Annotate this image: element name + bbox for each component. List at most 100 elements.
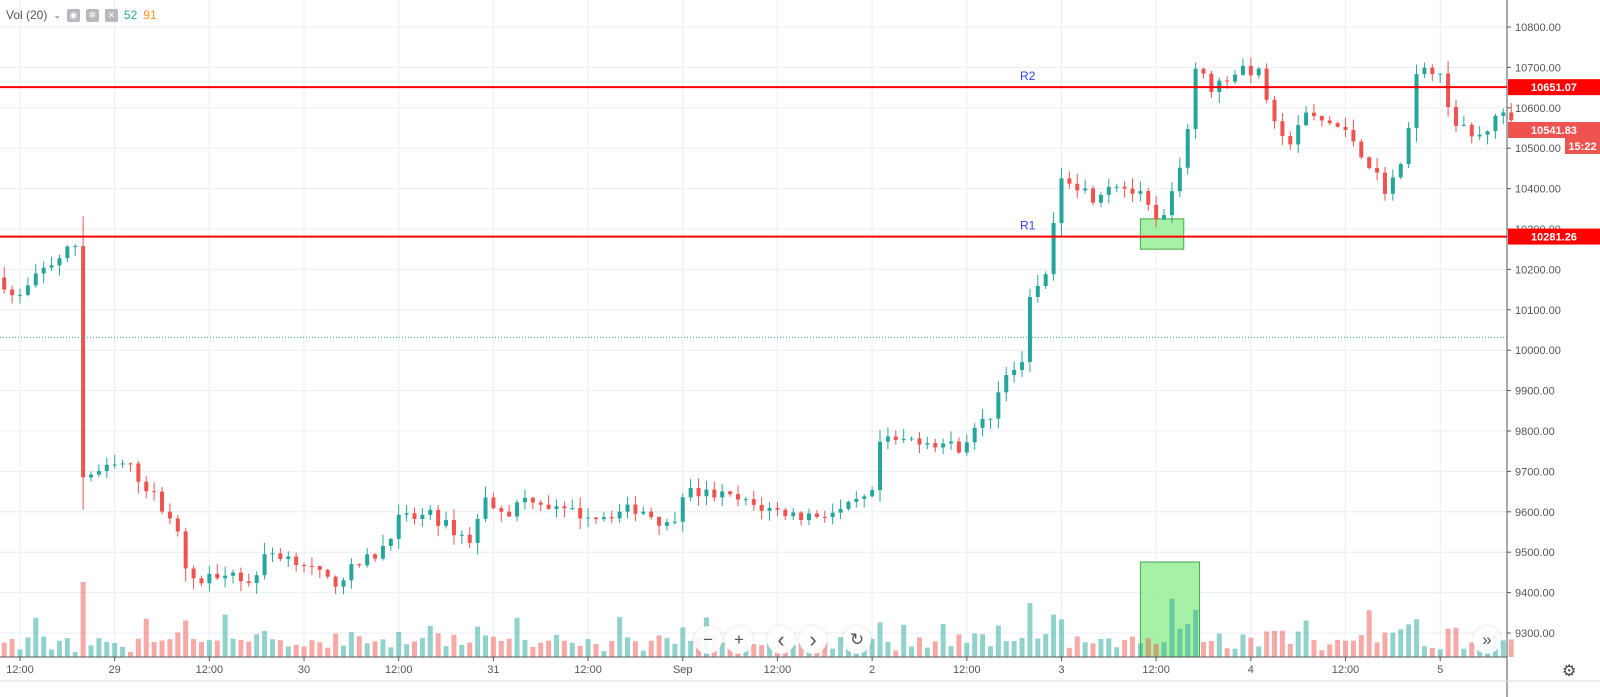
legend-label[interactable]: Vol (20) [6, 8, 48, 22]
candle-body [49, 265, 54, 268]
volume-bar [1374, 642, 1380, 657]
candle-body [901, 438, 906, 440]
price-tick-label: 9600.00 [1515, 507, 1555, 519]
volume-bar [1414, 619, 1420, 657]
line-label-r1: R1 [1020, 219, 1036, 233]
candle-body [451, 520, 456, 536]
candle-body [1138, 191, 1143, 194]
candle-body [893, 436, 898, 440]
candle-body [1027, 297, 1032, 362]
time-tick-label: 30 [298, 664, 310, 676]
volume-bar [1224, 648, 1230, 657]
candle-body [1264, 68, 1269, 100]
volume-bar [396, 631, 402, 657]
volume-bar [901, 624, 907, 657]
volume-bar [1082, 642, 1088, 657]
volume-bar [869, 638, 875, 657]
zoom-out-button[interactable]: − [694, 626, 722, 654]
candle-body [704, 489, 709, 497]
candle-body [1240, 65, 1245, 75]
candle-body [112, 464, 117, 466]
chevron-down-icon[interactable]: ⌄ [53, 9, 61, 20]
candle-body [1201, 68, 1206, 74]
volume-bar [530, 646, 536, 657]
candle-body [1185, 129, 1190, 168]
volume-bar [1366, 610, 1372, 657]
candle-body [759, 504, 764, 511]
volume-bar [522, 639, 528, 657]
candle-body [696, 488, 701, 497]
volume-bar [727, 648, 733, 657]
close-icon[interactable]: ✕ [104, 8, 118, 22]
eye-icon[interactable]: ◉ [66, 8, 80, 22]
volume-bar [1406, 624, 1412, 657]
candle-body [657, 517, 662, 526]
reset-chart-button[interactable]: ↻ [843, 626, 871, 654]
volume-bar [1137, 643, 1143, 657]
hline-price-label: 10651.07 [1531, 82, 1577, 94]
volume-bar [822, 642, 828, 657]
volume-bar [664, 638, 670, 657]
volume-bar [1311, 640, 1317, 657]
volume-bar [451, 634, 457, 657]
volume-bar [790, 645, 796, 657]
hline-price-label-bg [1508, 228, 1600, 245]
candle-body [1154, 204, 1159, 220]
zoom-in-button[interactable]: + [725, 626, 753, 654]
candle-body [988, 418, 993, 420]
volume-bar [1232, 648, 1238, 657]
volume-bar [1469, 642, 1475, 657]
candle-body [1248, 65, 1253, 76]
volume-bar [214, 640, 220, 657]
candle-body [1438, 73, 1443, 75]
volume-bar [1106, 638, 1112, 657]
price-tick-label: 9700.00 [1515, 466, 1555, 478]
volume-bar [877, 622, 883, 657]
candle-body [1311, 112, 1316, 117]
volume-bar [680, 627, 686, 657]
volume-bar [475, 626, 481, 657]
candle-body [286, 556, 291, 560]
candle-body [199, 578, 204, 584]
volume-bar [1208, 640, 1214, 657]
candle-body [128, 463, 133, 465]
volume-bar [1216, 633, 1222, 657]
candle-body [1304, 112, 1309, 126]
volume-bar [1429, 648, 1435, 657]
candle-body [373, 554, 378, 559]
candle-body [941, 443, 946, 448]
candle-body [933, 443, 938, 448]
volume-bar [932, 641, 938, 657]
time-tick-label: 4 [1248, 664, 1254, 676]
candle-body [357, 564, 362, 566]
volume-bar [459, 644, 465, 657]
candle-body [633, 504, 638, 514]
volume-bar [198, 642, 204, 657]
volume-bar [112, 642, 118, 657]
candle-body [1485, 131, 1490, 135]
candle-body [120, 463, 125, 465]
settings-gear-icon[interactable]: ⚙ [1562, 663, 1577, 680]
scroll-left-button[interactable]: ‹ [767, 626, 795, 654]
scroll-right-button[interactable]: › [799, 626, 827, 654]
candle-body [783, 509, 788, 517]
candle-body [152, 491, 157, 493]
scroll-to-end-button[interactable]: » [1473, 626, 1501, 654]
candle-body [1272, 99, 1277, 122]
volume-bar [1295, 631, 1301, 657]
candle-body [751, 499, 756, 505]
candle-body [1106, 186, 1111, 195]
volume-bar [498, 641, 504, 657]
volume-bar [159, 640, 165, 657]
volume-bar [1264, 631, 1270, 657]
candle-body [1382, 172, 1387, 194]
volume-bar [688, 640, 694, 657]
gear-icon[interactable]: ✲ [85, 8, 99, 22]
candle-body [341, 580, 346, 587]
candle-body [664, 522, 669, 526]
candle-body [507, 511, 512, 517]
volume-bar [33, 617, 39, 657]
volume-bar [206, 640, 212, 657]
candle-body [1193, 68, 1198, 130]
